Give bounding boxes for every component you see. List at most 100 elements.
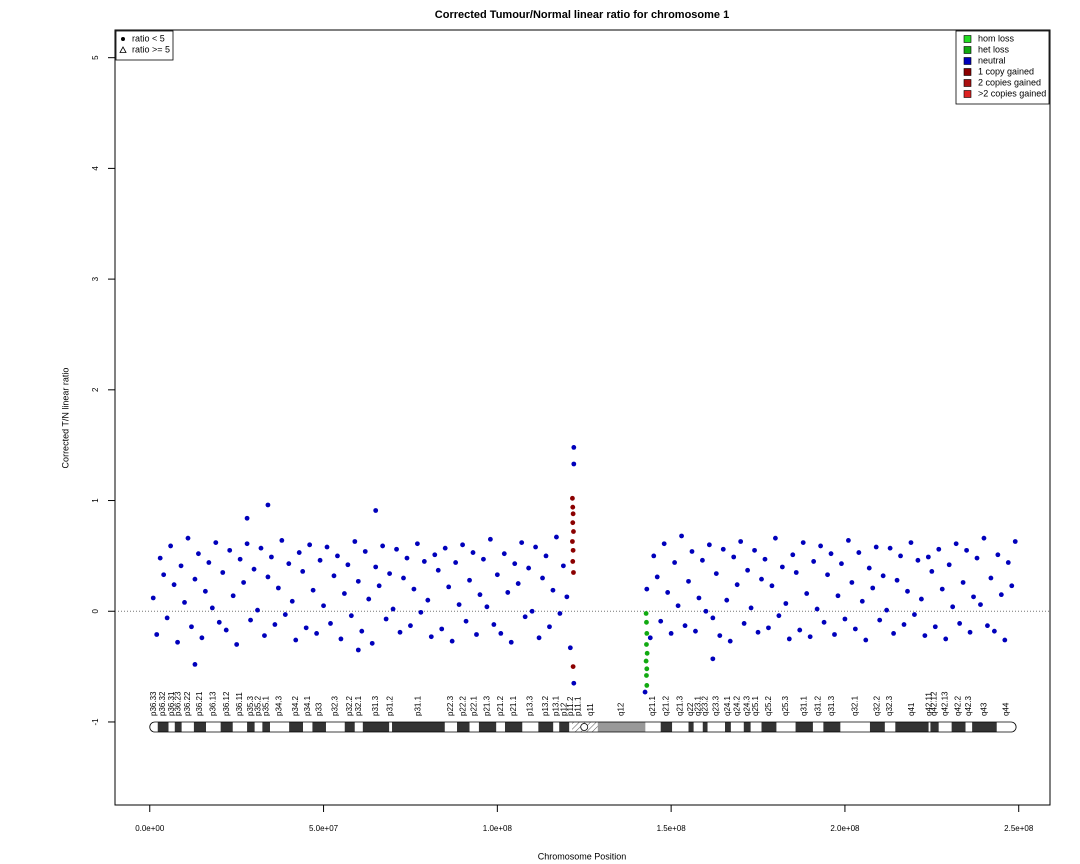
shape-symbol [121, 37, 125, 41]
data-point [745, 567, 751, 573]
shape-legend-label: ratio >= 5 [132, 44, 170, 54]
band-label: p22.1 [469, 695, 478, 716]
cytoband [168, 722, 175, 732]
band-label: p21.1 [509, 695, 518, 716]
band-label: p21.3 [483, 695, 492, 716]
data-point [554, 534, 559, 540]
data-point [348, 613, 354, 619]
data-point [908, 540, 914, 546]
data-point [710, 656, 716, 662]
data-point [643, 611, 649, 616]
data-point [866, 565, 872, 571]
cytoband [522, 722, 539, 732]
data-point [693, 628, 698, 634]
data-point [408, 623, 413, 629]
data-point [342, 591, 347, 596]
legend-swatch [963, 46, 972, 54]
cytoband [884, 722, 896, 732]
cytoband [206, 722, 221, 732]
data-point [668, 630, 674, 636]
data-point [957, 621, 963, 626]
band-label: q11 [586, 703, 595, 716]
legend-label: neutral [978, 55, 1006, 65]
data-point [192, 661, 198, 667]
band-label: q32.1 [850, 695, 859, 716]
data-point [797, 627, 803, 633]
x-axis-label: Chromosome Position [538, 851, 627, 861]
data-point [387, 571, 392, 577]
data-point [463, 618, 469, 624]
data-point [390, 606, 396, 612]
band-label: q43 [980, 702, 989, 716]
data-point [922, 633, 928, 639]
data-point [643, 658, 649, 664]
cytoband [951, 722, 966, 732]
y-tick-label: -1 [91, 718, 100, 726]
data-point [366, 596, 372, 602]
band-label: q42.3 [964, 695, 973, 716]
data-point [696, 595, 702, 601]
cytoband [270, 722, 290, 732]
data-point [686, 578, 691, 584]
data-point [230, 593, 236, 599]
data-point [877, 617, 883, 623]
data-point [755, 629, 761, 635]
band-label: p36.11 [235, 692, 244, 716]
data-point [766, 625, 771, 631]
data-point [570, 559, 576, 564]
band-label: q42.11 [925, 692, 934, 716]
data-point [446, 584, 452, 590]
data-point [814, 606, 820, 612]
data-point [269, 554, 274, 560]
data-point [251, 566, 257, 572]
cytoband [553, 722, 560, 732]
legend-label: het loss [978, 44, 1010, 54]
data-point [700, 557, 705, 563]
data-point [508, 639, 514, 645]
data-point [929, 568, 935, 574]
data-point [564, 594, 570, 600]
data-point [644, 683, 650, 688]
band-label: p32.3 [330, 695, 339, 716]
cytoband [289, 722, 304, 732]
data-point [543, 553, 549, 559]
data-point [783, 601, 789, 606]
cytoband [312, 722, 326, 732]
data-point [529, 608, 535, 614]
cytoband [254, 722, 263, 732]
cytoband [220, 722, 233, 732]
data-point [644, 673, 649, 678]
cytoband [469, 722, 479, 732]
legend-label: hom loss [978, 33, 1015, 43]
data-point [873, 544, 879, 550]
cytoband [750, 722, 762, 732]
cytoband [725, 722, 731, 732]
cytoband [569, 722, 573, 732]
data-point [331, 573, 337, 579]
band-label: p32.1 [354, 695, 363, 716]
band-label: p11.2 [566, 696, 575, 716]
data-point [870, 585, 876, 591]
cytoband [303, 722, 313, 732]
data-point [401, 575, 406, 581]
band-label: q22 [686, 702, 695, 716]
data-point [442, 545, 448, 551]
cytoband [645, 722, 661, 732]
data-point [244, 541, 250, 547]
data-point [314, 630, 319, 636]
data-point [978, 602, 983, 608]
band-label: q23.2 [700, 695, 709, 716]
legend-label: 2 copies gained [978, 77, 1041, 87]
data-point [985, 623, 990, 629]
data-point [355, 647, 361, 653]
band-label: p36.22 [183, 691, 192, 716]
data-point [380, 543, 386, 549]
data-point [335, 553, 340, 559]
data-point [150, 595, 156, 601]
data-point [362, 549, 368, 554]
band-label: q24.3 [742, 695, 751, 716]
data-point [171, 582, 177, 588]
data-point [453, 560, 459, 565]
data-point [644, 619, 649, 625]
